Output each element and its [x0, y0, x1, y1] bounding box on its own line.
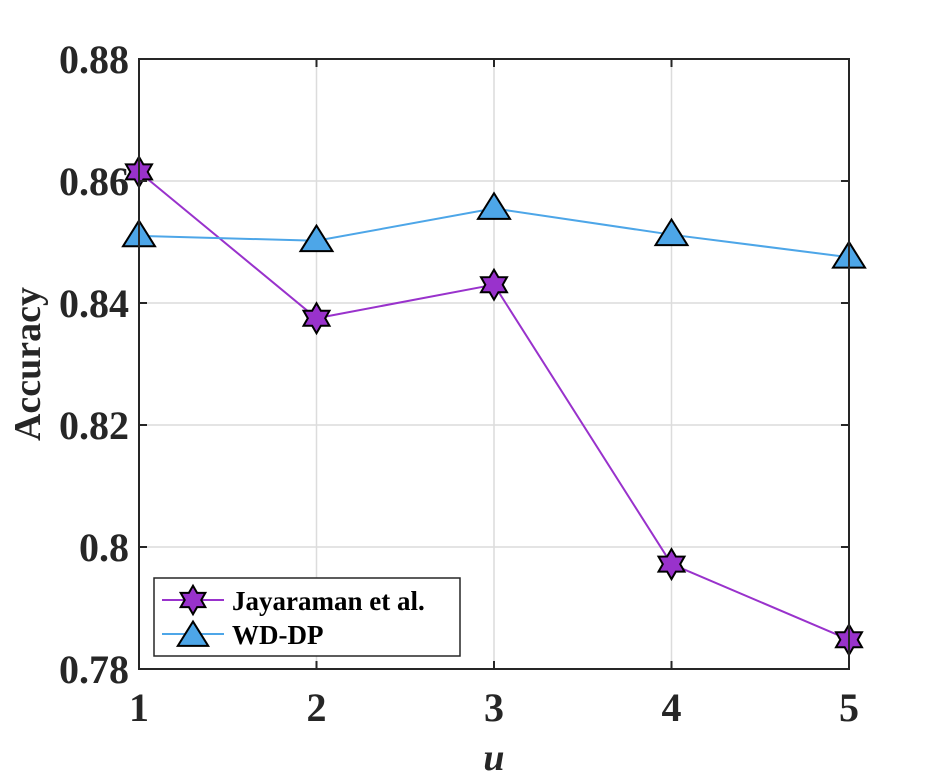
x-axis-label: u: [483, 737, 504, 779]
tick-labels: 1 2 3 4 5 0.78 0.8 0.82 0.84 0.86 0.88: [59, 37, 859, 730]
y-tick-label: 0.88: [59, 37, 129, 82]
legend-label: Jayaraman et al.: [232, 586, 425, 616]
data-point-marker: [653, 217, 690, 247]
y-axis-label: Accuracy: [7, 287, 49, 441]
y-tick-label: 0.82: [59, 403, 129, 448]
legend-marker: [175, 619, 211, 647]
axis-ticks: [138, 58, 850, 670]
legend-label: WD-DP: [232, 620, 323, 650]
y-tick-label: 0.84: [59, 281, 129, 326]
y-tick-label: 0.8: [79, 525, 129, 570]
data-point-marker: [656, 547, 687, 582]
legend: Jayaraman et al. WD-DP: [153, 577, 461, 657]
data-point-marker: [301, 301, 332, 336]
x-tick-label: 5: [839, 685, 859, 730]
x-tick-label: 3: [484, 685, 504, 730]
data-point-marker: [479, 267, 509, 302]
data-point-marker: [476, 191, 512, 220]
y-tick-label: 0.86: [59, 159, 129, 204]
x-tick-label: 1: [129, 685, 149, 730]
x-tick-label: 4: [662, 685, 682, 730]
x-tick-label: 2: [307, 685, 327, 730]
legend-marker: [178, 583, 208, 617]
y-tick-label: 0.78: [59, 647, 129, 692]
series-jayaraman: [124, 154, 864, 657]
data-point-marker: [298, 223, 335, 253]
